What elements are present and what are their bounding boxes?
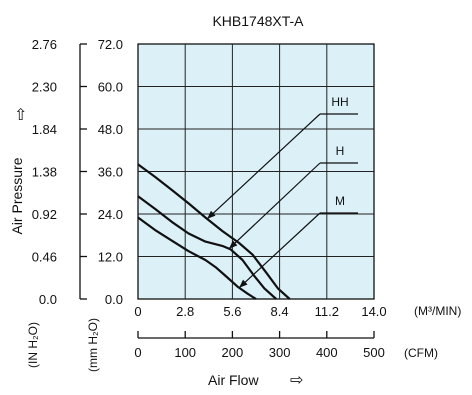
up-arrow-icon: ⇧ bbox=[14, 107, 27, 124]
y-ticks-inh2o: 0.0 0.46 0.92 1.38 1.84 2.30 2.76 bbox=[32, 37, 57, 307]
x-tick-label-m3min: 5.6 bbox=[223, 304, 241, 319]
x-tick-label-cfm: 200 bbox=[222, 345, 244, 360]
x-tick-label-cfm: 400 bbox=[316, 345, 338, 360]
y-tick-label-inh2o: 0.46 bbox=[32, 250, 57, 265]
y-tick-label-inh2o: 0.92 bbox=[32, 207, 57, 222]
arrowhead bbox=[229, 240, 238, 249]
leader-line bbox=[238, 212, 321, 289]
curve-h bbox=[137, 195, 277, 300]
x-tick-label-m3min: 14.0 bbox=[361, 304, 386, 319]
y-tick-label-inh2o: 0.0 bbox=[39, 292, 57, 307]
y-ticks-mmh2o: 0.0 12.0 24.0 36.0 48.0 60.0 72.0 bbox=[80, 37, 123, 307]
curve-hh bbox=[137, 163, 291, 300]
arrowhead bbox=[207, 210, 216, 219]
x-tick-label-m3min: 11.2 bbox=[315, 304, 339, 319]
y-tick-label-mmh2o: 0.0 bbox=[105, 292, 123, 307]
x-tick-label-cfm: 300 bbox=[269, 345, 291, 360]
y-tick-label-mmh2o: 72.0 bbox=[98, 37, 123, 52]
y-tick-label-mmh2o: 12.0 bbox=[98, 250, 123, 265]
y-tick-label-mmh2o: 24.0 bbox=[98, 207, 123, 222]
chart-title: KHB1748XT-A bbox=[212, 13, 304, 29]
right-arrow-icon: ⇨ bbox=[290, 372, 303, 389]
curve-label-hh: HH bbox=[331, 95, 348, 109]
arrowhead bbox=[239, 279, 248, 288]
y-left-unit: (IN H₂O) bbox=[26, 322, 40, 368]
y-tick-label-inh2o: 1.84 bbox=[32, 122, 57, 137]
x-axis-label: Air Flow bbox=[208, 372, 259, 388]
x-tick-label-cfm: 100 bbox=[174, 345, 196, 360]
y-tick-label-inh2o: 1.38 bbox=[32, 165, 57, 180]
curve-label-h: H bbox=[336, 144, 345, 158]
x-tick-label-cfm: 0 bbox=[134, 345, 141, 360]
curves bbox=[137, 163, 291, 300]
curve-m bbox=[137, 216, 257, 300]
x-tick-label-cfm: 500 bbox=[363, 345, 385, 360]
x-bottom-unit: (CFM) bbox=[404, 346, 438, 360]
y-tick-label-inh2o: 2.30 bbox=[32, 80, 57, 95]
grid-lines bbox=[138, 44, 374, 299]
y-right-unit: (mm H₂O) bbox=[86, 318, 100, 372]
y-tick-label-mmh2o: 48.0 bbox=[98, 122, 123, 137]
leader-line bbox=[206, 113, 321, 220]
y-tick-label-mmh2o: 60.0 bbox=[98, 80, 123, 95]
x-ticks-cfm: 0 100 200 300 400 500 bbox=[134, 331, 385, 360]
x-tick-label-m3min: 8.4 bbox=[271, 304, 289, 319]
x-top-unit: (M³/MIN) bbox=[414, 304, 461, 318]
y-tick-label-mmh2o: 36.0 bbox=[98, 165, 123, 180]
x-tick-label-m3min: 2.8 bbox=[176, 304, 194, 319]
x-tick-label-m3min: 0 bbox=[134, 304, 141, 319]
curve-label-m: M bbox=[335, 194, 345, 208]
y-tick-label-inh2o: 2.76 bbox=[32, 37, 57, 52]
x-ticks-m3min: 0 2.8 5.6 8.4 11.2 14.0 bbox=[134, 304, 386, 319]
leader-line bbox=[228, 162, 321, 250]
y-axis-label: Air Pressure bbox=[9, 157, 25, 234]
